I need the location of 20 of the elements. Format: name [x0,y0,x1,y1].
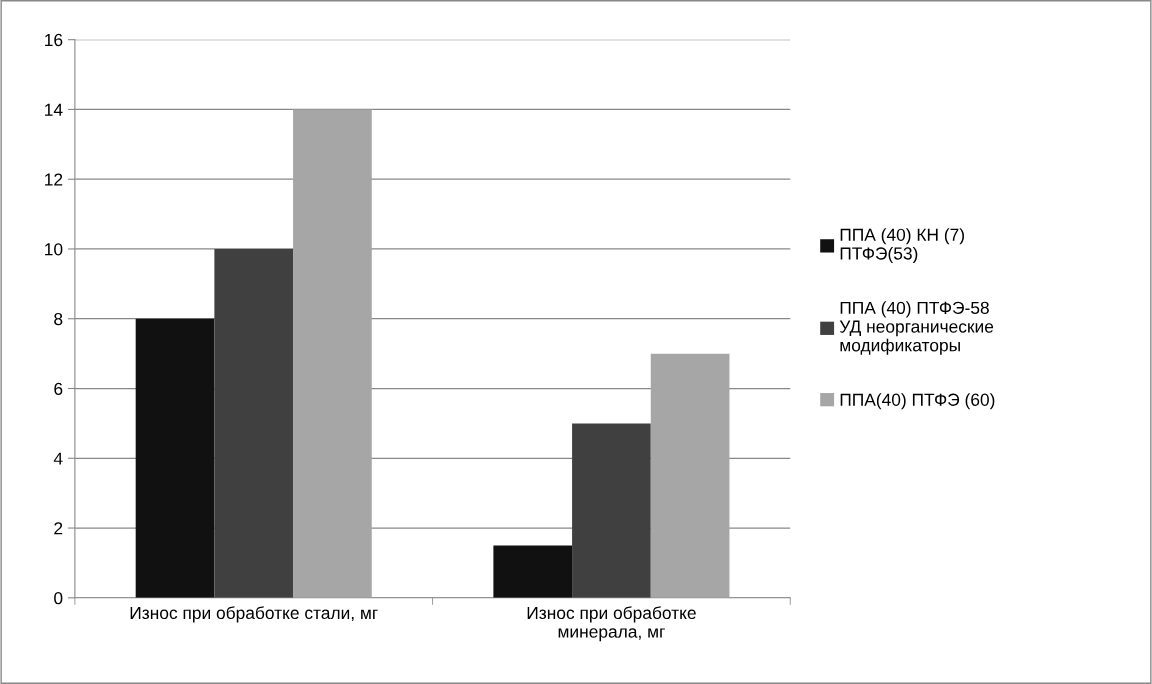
bar [293,109,372,598]
legend-label: ППА (40) КН (7) ПТФЭ(53) [840,228,964,264]
x-tick-label: Износ при обработке стали, мг [130,606,378,623]
y-tick-label: 12 [45,173,63,186]
y-tick-label: 16 [45,33,63,47]
y-tick-label: 2 [54,522,63,535]
y-tick-label: 10 [45,243,63,256]
bar [214,248,294,598]
y-tick-label: 6 [54,382,63,395]
bar [572,423,651,598]
legend-label: ППА(40) ПТФЭ (60) [840,393,995,410]
bar [135,318,215,598]
bar [650,353,730,598]
y-tick-label: 0 [54,591,63,605]
bar [493,545,573,598]
legend-label: ППА (40) ПТФЭ-58 УД неорганические модификаторы [839,301,994,355]
x-tick-label: Износ при обработке минерала, мг [527,606,696,642]
y-tick-label: 4 [53,452,63,465]
y-tick-label: 14 [45,103,63,116]
y-tick-label: 8 [54,312,63,326]
